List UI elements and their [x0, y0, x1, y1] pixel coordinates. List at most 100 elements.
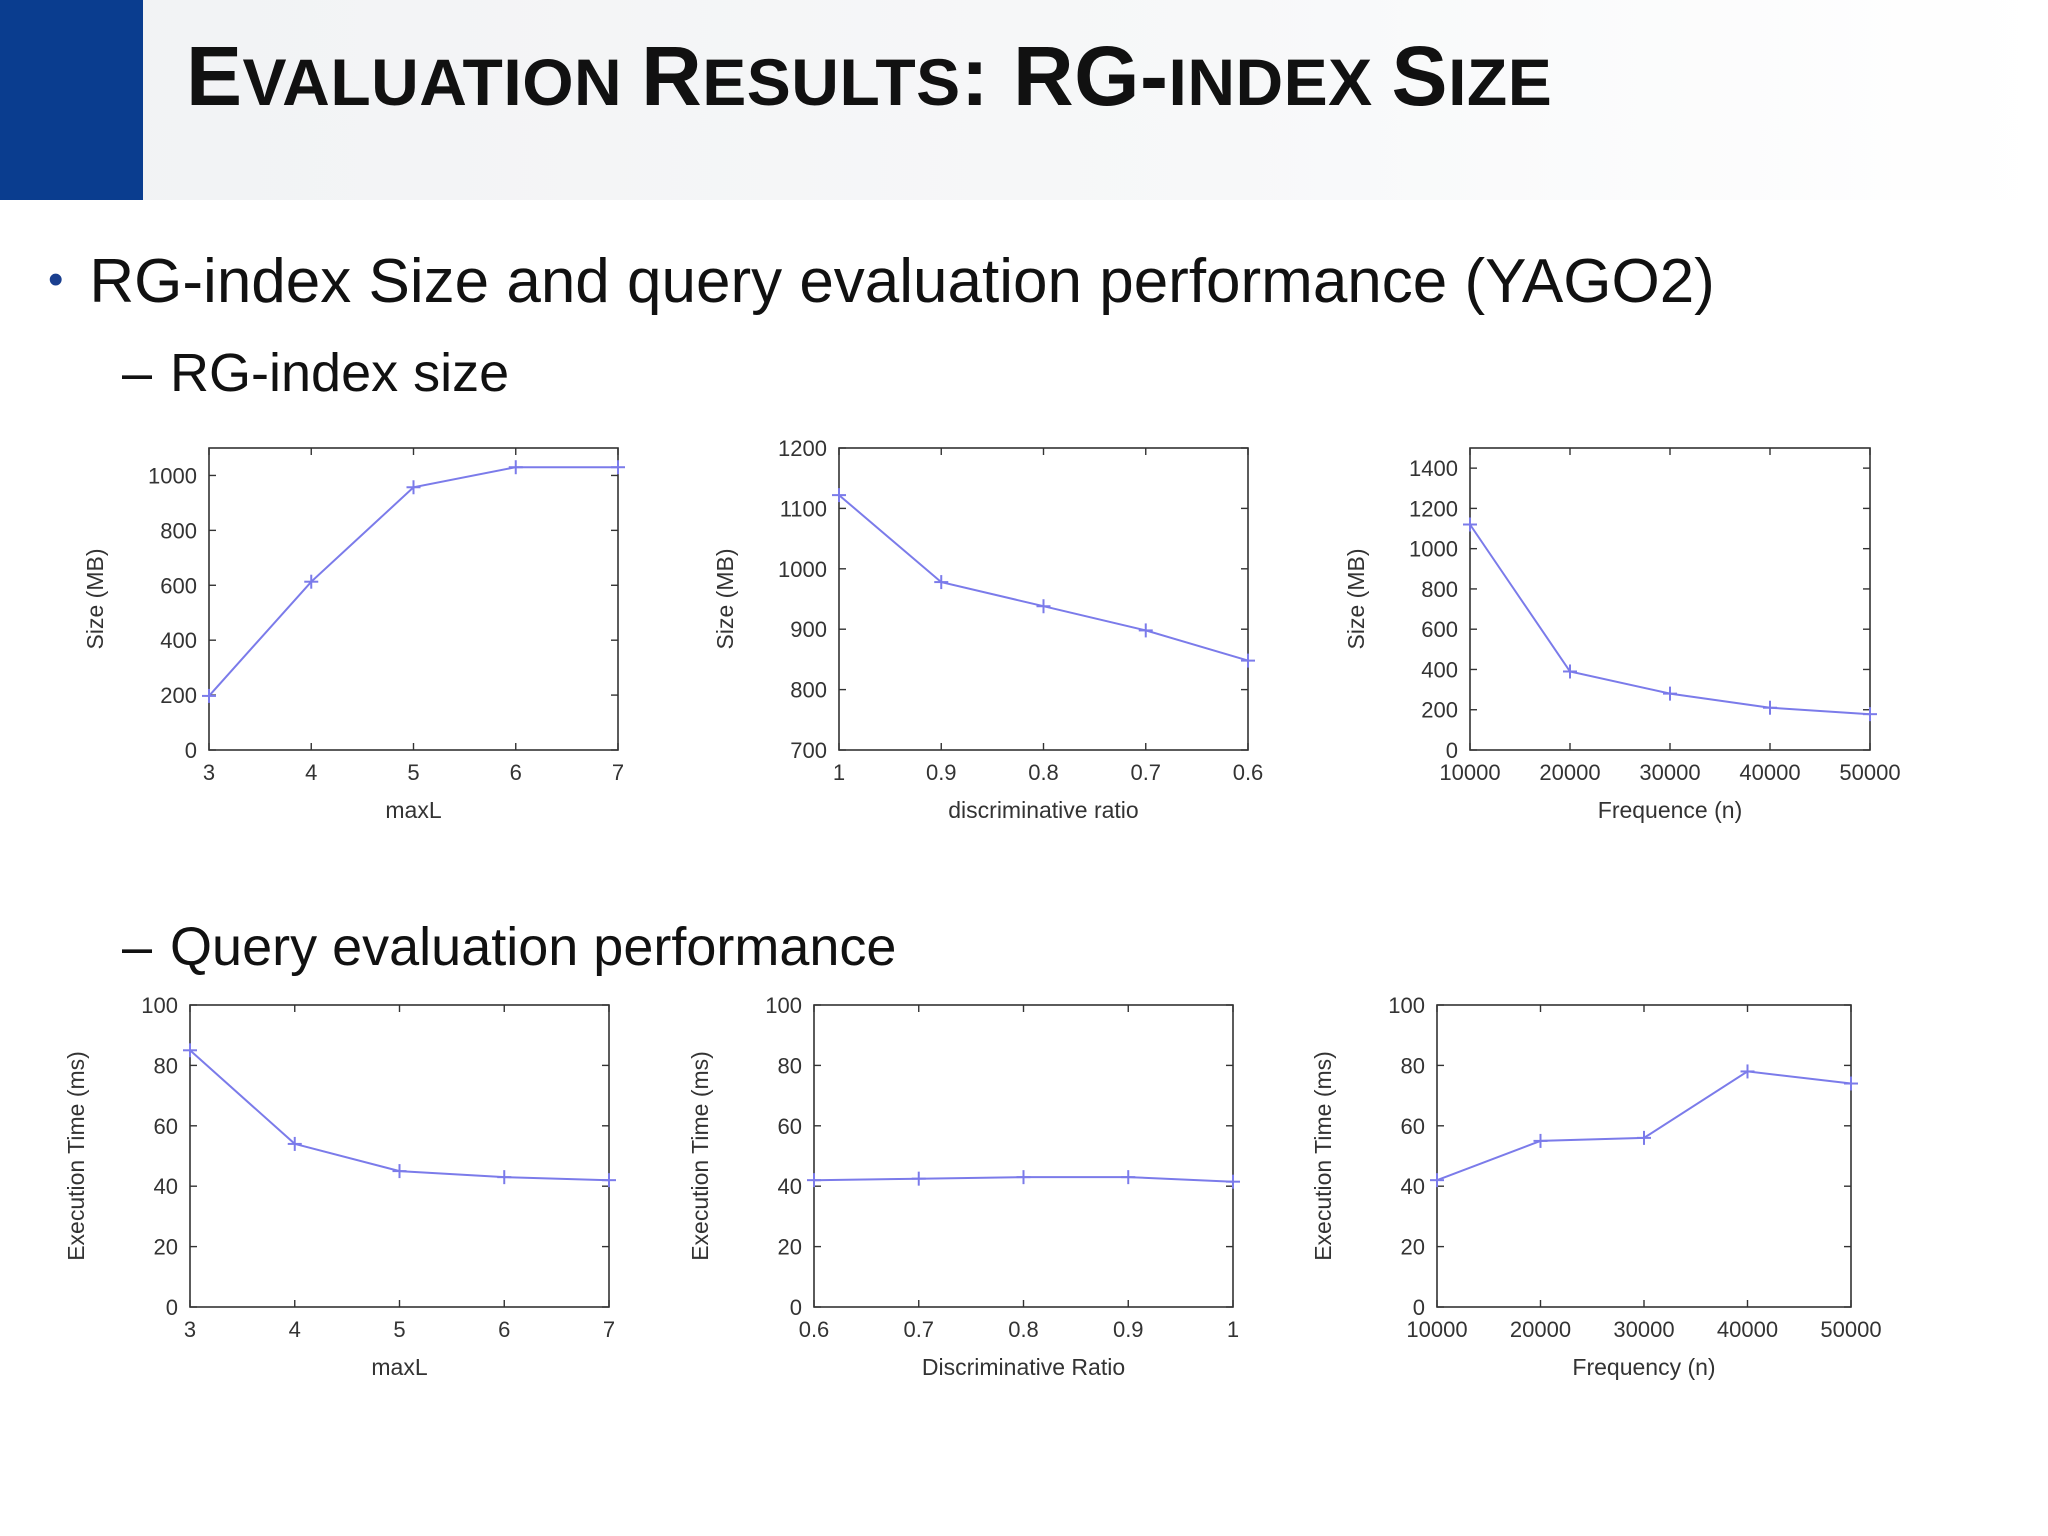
y-tick-label: 20	[154, 1235, 178, 1260]
x-tick-label: 50000	[1839, 760, 1900, 785]
title-part: ESULTS	[702, 45, 961, 119]
y-tick-label: 20	[1401, 1235, 1425, 1260]
data-point	[497, 1170, 512, 1185]
chart-time-vs-maxl: 0 20 40 60 80 100 3 4 5 6 7 maxL Execution Time (ms)	[63, 993, 616, 1380]
y-tick-label: 1200	[1409, 496, 1458, 521]
data-point	[1121, 1170, 1136, 1185]
plot-frame	[813, 1004, 1234, 1308]
x-axis-label: discriminative ratio	[948, 797, 1138, 823]
x-tick-label: 0.9	[1113, 1317, 1144, 1342]
sub-bullet-text: RG-index size	[170, 343, 510, 403]
y-tick-label: 200	[1421, 698, 1458, 723]
data-point	[1663, 686, 1677, 701]
data-point	[202, 688, 216, 703]
x-tick-label: 10000	[1406, 1317, 1467, 1342]
x-tick-label: 4	[289, 1317, 301, 1342]
y-tick-label: 1000	[1409, 537, 1458, 562]
y-axis-label: Execution Time (ms)	[63, 1051, 89, 1261]
slide-title: EVALUATION RESULTS: RG-INDEX SIZE	[186, 26, 1552, 132]
y-axis-label: Size (MB)	[712, 549, 738, 650]
title-part: IZE	[1448, 45, 1553, 119]
y-tick-label: 100	[1388, 993, 1425, 1018]
y-tick-label: 40	[1401, 1174, 1425, 1199]
title-part: INDEX	[1168, 45, 1392, 119]
x-tick-label: 20000	[1510, 1317, 1571, 1342]
x-axis-label: Frequence (n)	[1598, 797, 1742, 823]
y-tick-label: 400	[160, 628, 197, 653]
x-tick-label: 50000	[1820, 1317, 1881, 1342]
data-point	[304, 574, 319, 589]
dash-icon: –	[122, 343, 153, 403]
y-tick-label: 0	[166, 1295, 178, 1320]
y-tick-label: 700	[790, 738, 827, 763]
series-line	[189, 1049, 610, 1182]
x-axis-label: maxL	[371, 1354, 427, 1380]
data-point	[1763, 700, 1777, 715]
x-tick-label: 0.7	[1130, 760, 1161, 785]
data-point	[1241, 653, 1255, 668]
data-point	[1563, 664, 1577, 679]
y-tick-label: 1200	[778, 436, 827, 461]
x-tick-label: 30000	[1639, 760, 1700, 785]
y-tick-label: 0	[1413, 1295, 1425, 1320]
data-point	[1844, 1076, 1858, 1091]
accent-block	[0, 0, 143, 200]
x-tick-label: 1	[1227, 1317, 1239, 1342]
y-tick-label: 0	[1446, 738, 1458, 763]
y-tick-label: 0	[185, 738, 197, 763]
x-tick-label: 0.8	[1028, 760, 1059, 785]
chart-size-vs-maxl: 0 200 400 600 800 1000 3 4 5 6 7 maxL Size (MB)	[82, 447, 625, 823]
y-tick-label: 900	[790, 617, 827, 642]
y-tick-label: 80	[778, 1053, 802, 1078]
data-point	[392, 1164, 407, 1179]
y-axis-label: Execution Time (ms)	[687, 1051, 713, 1261]
series-line	[1436, 1070, 1852, 1182]
x-tick-label: 0.6	[799, 1317, 830, 1342]
data-point	[1016, 1170, 1031, 1185]
y-tick-label: 60	[154, 1114, 178, 1139]
x-tick-label: 0.6	[1233, 760, 1264, 785]
plot-frame	[838, 447, 1249, 751]
y-tick-label: 1000	[778, 557, 827, 582]
x-axis-label: maxL	[385, 797, 441, 823]
y-tick-label: 1400	[1409, 456, 1458, 481]
series-line	[208, 466, 618, 697]
data-point	[406, 480, 421, 495]
data-point	[1036, 599, 1051, 614]
y-axis-label: Execution Time (ms)	[1310, 1051, 1336, 1261]
data-point	[1138, 623, 1153, 638]
y-tick-label: 1100	[780, 496, 827, 521]
data-point	[1463, 517, 1477, 532]
y-tick-label: 800	[1421, 577, 1458, 602]
y-tick-label: 800	[790, 678, 827, 703]
x-tick-label: 6	[498, 1317, 510, 1342]
series-line	[1469, 523, 1871, 716]
y-axis-label: Size (MB)	[1343, 549, 1369, 650]
chart-time-vs-frequency: 0 20 40 60 80 100 10000 20000 30000 40000 50000 Fre…	[1310, 993, 1882, 1380]
y-tick-label: 400	[1421, 657, 1458, 682]
y-tick-label: 800	[160, 518, 197, 543]
x-axis-label: Discriminative Ratio	[922, 1354, 1125, 1380]
y-tick-label: 600	[160, 573, 197, 598]
data-point	[611, 460, 625, 475]
y-tick-label: 0	[790, 1295, 802, 1320]
y-tick-label: 1000	[148, 463, 197, 488]
sub-bullet-index-size: – RG-index size	[122, 338, 509, 408]
data-point	[508, 460, 523, 475]
y-tick-label: 600	[1421, 617, 1458, 642]
x-tick-label: 0.7	[903, 1317, 934, 1342]
chart-time-vs-discriminative-ratio: 0 20 40 60 80 100 0.6 0.7 0.8 0.9 1 Discriminative …	[687, 993, 1240, 1380]
main-bullet-text: RG-index Size and query evaluation perfo…	[89, 247, 1715, 316]
chart-size-vs-discriminative-ratio: 700 800 900 1000 1100 1200 1 0.9 0.8 0.7 0.6 discri…	[712, 436, 1263, 823]
y-tick-label: 100	[765, 993, 802, 1018]
y-tick-label: 60	[1401, 1114, 1425, 1139]
x-tick-label: 30000	[1613, 1317, 1674, 1342]
x-tick-label: 0.9	[926, 760, 957, 785]
title-part: R	[641, 29, 703, 123]
series-line	[838, 494, 1249, 662]
data-point	[1226, 1174, 1240, 1189]
y-tick-label: 60	[778, 1114, 802, 1139]
x-tick-label: 3	[184, 1317, 196, 1342]
y-tick-label: 40	[778, 1174, 802, 1199]
x-tick-label: 40000	[1717, 1317, 1778, 1342]
